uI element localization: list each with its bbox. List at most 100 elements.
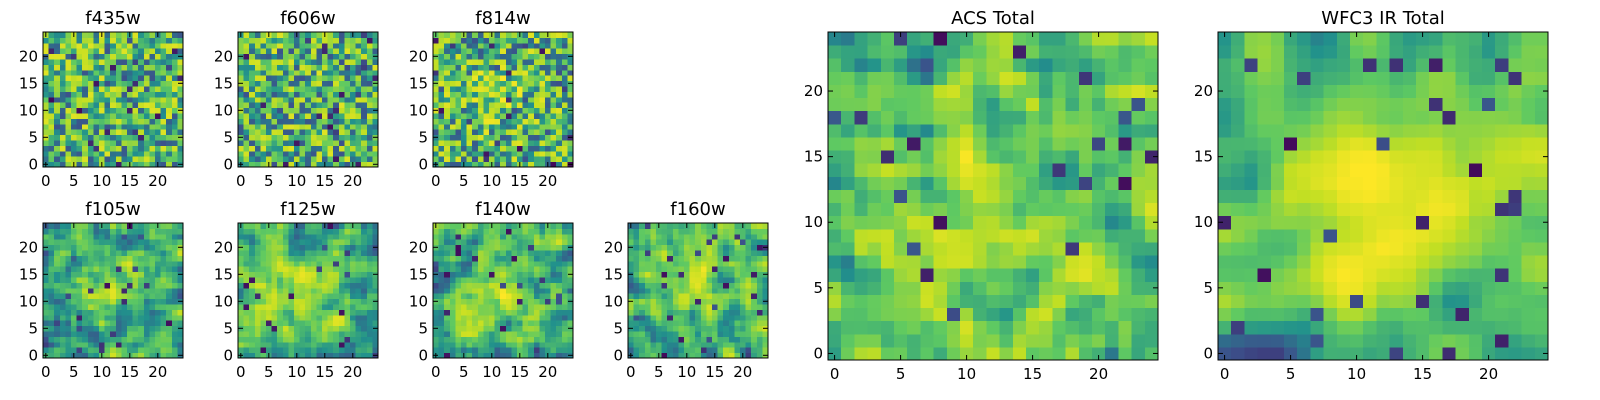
heatmap-cell bbox=[288, 134, 295, 141]
heatmap-cell bbox=[366, 96, 373, 103]
heatmap-cell bbox=[355, 123, 362, 130]
heatmap-cell bbox=[545, 228, 552, 235]
heatmap-cell bbox=[294, 250, 301, 256]
heatmap-cell bbox=[243, 53, 250, 60]
heatmap-cell bbox=[880, 189, 895, 204]
heatmap-cell bbox=[472, 59, 479, 65]
heatmap-cell bbox=[522, 107, 529, 114]
heatmap-cell bbox=[689, 223, 696, 229]
heatmap-cell bbox=[93, 309, 100, 316]
heatmap-cell bbox=[728, 352, 735, 359]
heatmap-cell bbox=[54, 271, 61, 278]
heatmap-cell bbox=[344, 42, 351, 49]
heatmap-cell bbox=[511, 118, 518, 125]
heatmap-cell bbox=[115, 107, 122, 114]
heatmap-cell bbox=[477, 59, 484, 65]
heatmap-cell bbox=[466, 331, 473, 337]
heatmap-cell bbox=[76, 118, 83, 125]
heatmap-cell bbox=[528, 336, 535, 343]
heatmap-cell bbox=[238, 314, 245, 321]
heatmap-cell bbox=[700, 239, 707, 246]
heatmap-cell bbox=[266, 244, 273, 251]
heatmap-cell bbox=[366, 53, 373, 60]
heatmap-cell bbox=[249, 107, 256, 114]
heatmap-cell bbox=[734, 239, 741, 246]
heatmap-cell bbox=[327, 123, 334, 130]
heatmap-cell bbox=[756, 228, 763, 235]
heatmap-cell bbox=[350, 96, 357, 103]
heatmap-cell bbox=[99, 59, 106, 65]
heatmap-cell bbox=[160, 325, 167, 332]
heatmap-cell bbox=[138, 244, 145, 251]
heatmap-cell bbox=[561, 282, 568, 289]
heatmap-cell bbox=[1131, 255, 1146, 269]
heatmap-cell bbox=[87, 309, 94, 316]
heatmap-cell bbox=[500, 150, 507, 157]
heatmap-cell bbox=[271, 314, 278, 321]
heatmap-cell bbox=[466, 96, 473, 103]
heatmap-cell bbox=[522, 287, 529, 294]
heatmap-cell bbox=[372, 260, 379, 267]
heatmap-cell bbox=[667, 271, 674, 278]
heatmap-cell bbox=[243, 91, 250, 98]
heatmap-cell bbox=[143, 271, 150, 278]
heatmap-cell bbox=[327, 347, 334, 354]
heatmap-cell bbox=[277, 336, 284, 343]
heatmap-cell bbox=[477, 37, 484, 44]
heatmap-cell bbox=[505, 32, 512, 38]
heatmap-cell bbox=[76, 129, 83, 136]
heatmap-cell bbox=[149, 86, 156, 92]
heatmap-cell bbox=[277, 244, 284, 251]
heatmap-cell bbox=[155, 69, 162, 76]
heatmap-cell bbox=[689, 277, 696, 283]
heatmap-cell bbox=[438, 320, 445, 327]
heatmap-cell bbox=[483, 304, 490, 310]
y-tick-label: 20 bbox=[214, 47, 233, 65]
heatmap-cell bbox=[650, 250, 657, 256]
heatmap-cell bbox=[48, 75, 55, 82]
heatmap-cell bbox=[494, 64, 501, 71]
heatmap-cell bbox=[1092, 307, 1106, 322]
heatmap-cell bbox=[333, 42, 340, 49]
heatmap-cell bbox=[127, 255, 134, 262]
heatmap-cell bbox=[678, 298, 685, 305]
heatmap-cell bbox=[678, 260, 685, 267]
heatmap-cell bbox=[160, 156, 167, 163]
heatmap-cell bbox=[828, 163, 842, 177]
heatmap-cell bbox=[355, 96, 362, 103]
heatmap-cell bbox=[288, 69, 295, 76]
heatmap-cell bbox=[327, 298, 334, 305]
heatmap-cell bbox=[533, 161, 540, 168]
heatmap-cell bbox=[76, 331, 83, 337]
heatmap-cell bbox=[59, 96, 66, 103]
heatmap-cell bbox=[1131, 176, 1146, 190]
heatmap-cell bbox=[333, 271, 340, 278]
heatmap-cell bbox=[455, 260, 462, 267]
heatmap-cell bbox=[1105, 215, 1119, 230]
heatmap-cell bbox=[656, 277, 663, 283]
heatmap-cell bbox=[294, 140, 301, 146]
heatmap-cell bbox=[65, 123, 72, 130]
heatmap-cell bbox=[449, 239, 456, 246]
heatmap-cell bbox=[160, 244, 167, 251]
heatmap-cell bbox=[511, 69, 518, 76]
heatmap-cell bbox=[166, 123, 173, 130]
heatmap-cell bbox=[372, 250, 379, 256]
heatmap-cell bbox=[561, 48, 568, 55]
heatmap-cell bbox=[54, 145, 61, 152]
heatmap-cell bbox=[249, 314, 256, 321]
heatmap-cell bbox=[433, 255, 440, 262]
heatmap-cell bbox=[556, 277, 563, 283]
heatmap-cell bbox=[344, 314, 351, 321]
heatmap-cell bbox=[567, 32, 574, 38]
heatmap-cell bbox=[110, 69, 117, 76]
heatmap-cell bbox=[127, 53, 134, 60]
heatmap-cell bbox=[149, 352, 156, 359]
heatmap-cell bbox=[489, 75, 496, 82]
heatmap-cell bbox=[712, 309, 719, 316]
heatmap-cell bbox=[494, 336, 501, 343]
heatmap-cell bbox=[678, 287, 685, 294]
heatmap-cell bbox=[528, 37, 535, 44]
heatmap-cell bbox=[756, 314, 763, 321]
heatmap-cell bbox=[76, 64, 83, 71]
